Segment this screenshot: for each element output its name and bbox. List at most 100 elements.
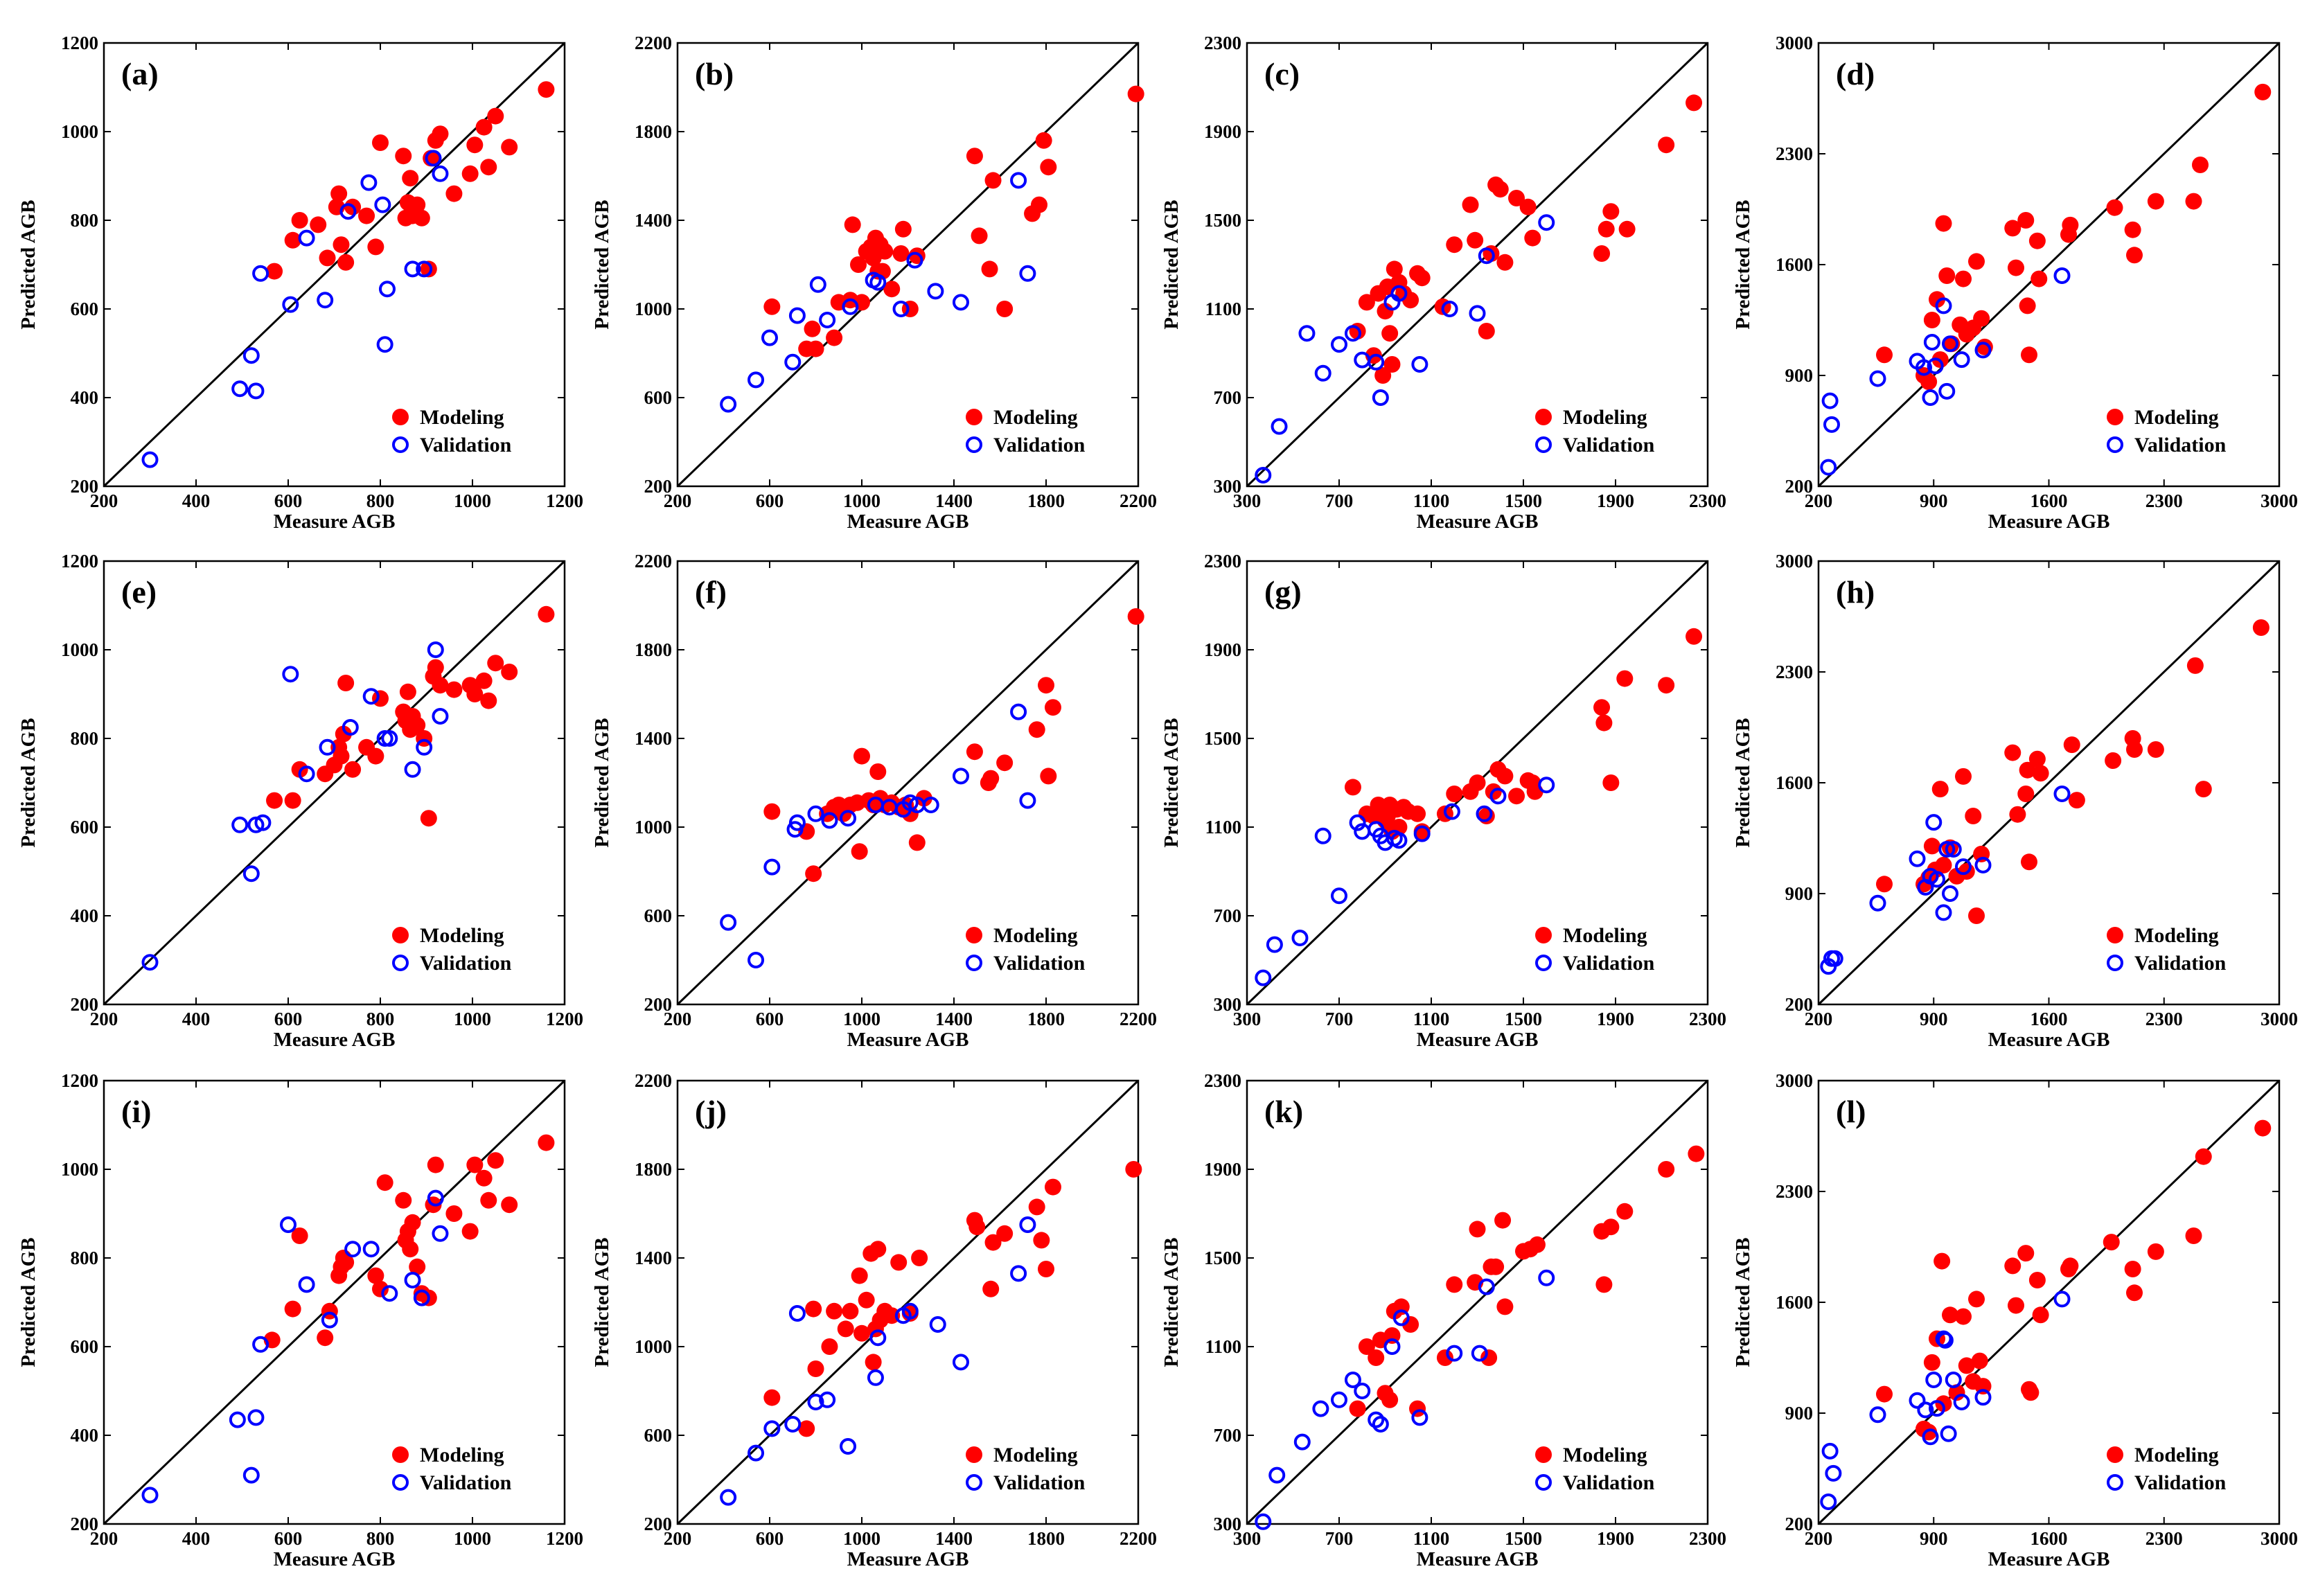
legend-validation-marker (966, 955, 982, 971)
modeling-point (2009, 806, 2026, 823)
y-tick-label: 1400 (635, 210, 672, 231)
modeling-point (894, 220, 912, 238)
plot-frame (1246, 42, 1709, 488)
modeling-point (966, 743, 983, 761)
modeling-point (1686, 94, 1703, 112)
y-tick-label: 1200 (61, 551, 98, 571)
modeling-point (1040, 159, 1057, 176)
validation-point (819, 1391, 836, 1408)
modeling-point (1033, 1232, 1050, 1249)
y-tick-label: 2200 (635, 551, 672, 571)
modeling-point (883, 281, 901, 298)
modeling-point (908, 834, 926, 851)
modeling-point (1038, 677, 1054, 694)
panel-label: (j) (695, 1094, 727, 1129)
validation-point (1476, 805, 1493, 822)
validation-point (1392, 1309, 1410, 1327)
x-tick-label: 200 (90, 1528, 118, 1549)
legend-validation-label: Validation (420, 952, 512, 975)
panel-label: (a) (121, 56, 159, 91)
modeling-point (1344, 779, 1361, 796)
modeling-point (798, 1420, 815, 1437)
one-to-one-line (676, 560, 1140, 1006)
validation-point (1538, 214, 1555, 231)
validation-point (427, 1189, 444, 1207)
modeling-point (1948, 1384, 1965, 1401)
y-tick-label: 1600 (1776, 772, 1813, 793)
modeling-point (1035, 132, 1052, 149)
validation-point (1953, 351, 1970, 369)
validation-point (901, 1302, 919, 1320)
validation-point (298, 1276, 315, 1293)
legend-modeling-marker (392, 1446, 409, 1463)
modeling-point (807, 340, 824, 357)
modeling-point (333, 747, 350, 765)
y-tick-label: 1000 (61, 639, 98, 660)
validation-point (1019, 265, 1036, 282)
y-tick-label: 1000 (635, 817, 672, 837)
one-to-one-line (103, 1079, 566, 1525)
legend-modeling-marker (392, 409, 409, 425)
x-tick-label: 1400 (935, 1528, 973, 1549)
modeling-point (1955, 768, 1972, 785)
validation-point (1469, 305, 1486, 322)
y-tick-label: 200 (1785, 994, 1814, 1015)
modeling-point (1478, 808, 1495, 824)
y-tick-label: 400 (71, 387, 99, 408)
modeling-point (2147, 741, 2164, 758)
modeling-point (763, 803, 781, 820)
y-tick-label: 3000 (1776, 1070, 1813, 1091)
modeling-point (538, 81, 555, 98)
y-tick-label: 1000 (61, 1159, 98, 1180)
validation-point (1538, 1269, 1555, 1286)
modeling-point (2254, 1119, 2272, 1137)
modeling-point (1409, 1400, 1426, 1417)
validation-point (1441, 301, 1458, 317)
modeling-point (911, 1250, 928, 1266)
validation-point (1293, 1433, 1311, 1451)
x-axis-label: Measure AGB (274, 511, 396, 533)
panel-label: (i) (121, 1094, 151, 1129)
modeling-point (461, 165, 479, 182)
x-tick-label: 600 (274, 1528, 303, 1549)
validation-point (247, 1409, 265, 1426)
legend-validation-label: Validation (2134, 1471, 2227, 1494)
x-tick-label: 2300 (1689, 1528, 1726, 1549)
y-tick-label: 3000 (1776, 33, 1813, 53)
panel-label: (g) (1264, 574, 1302, 610)
panel-label: (e) (121, 574, 157, 610)
validation-point (321, 1311, 338, 1329)
modeling-point (372, 134, 389, 151)
validation-point (784, 1416, 802, 1433)
x-tick-label: 1200 (546, 1009, 583, 1029)
modeling-point (367, 747, 384, 765)
validation-point (922, 797, 939, 813)
modeling-point (2103, 1234, 2120, 1251)
y-tick-label: 600 (644, 1425, 673, 1446)
modeling-point (333, 236, 350, 254)
x-tick-label: 1800 (1027, 1528, 1065, 1549)
panel-k: 300 700 1100 1500 1900 2300 300 700 1100 1500 1900… (1160, 1070, 1726, 1570)
x-axis-label: Measure AGB (274, 1029, 396, 1051)
x-tick-label: 1200 (546, 1528, 583, 1549)
modeling-point (1920, 373, 1938, 391)
modeling-point (1446, 1276, 1463, 1293)
legend-validation-label: Validation (420, 434, 512, 456)
legend-modeling-label: Modeling (2134, 406, 2219, 429)
modeling-point (1593, 245, 1611, 262)
validation-point (378, 281, 396, 298)
y-tick-label: 1200 (61, 1070, 98, 1091)
y-tick-label: 1100 (1205, 1336, 1241, 1357)
y-tick-label: 200 (644, 994, 673, 1015)
modeling-point (1942, 1306, 1958, 1324)
modeling-point (501, 664, 518, 680)
validation-point (807, 805, 824, 822)
modeling-point (409, 1258, 426, 1275)
modeling-point (1467, 231, 1484, 249)
validation-point (231, 816, 249, 833)
validation-point (1010, 1265, 1027, 1282)
validation-point (1372, 389, 1389, 406)
modeling-point (1381, 1391, 1399, 1408)
validation-point (376, 336, 393, 353)
